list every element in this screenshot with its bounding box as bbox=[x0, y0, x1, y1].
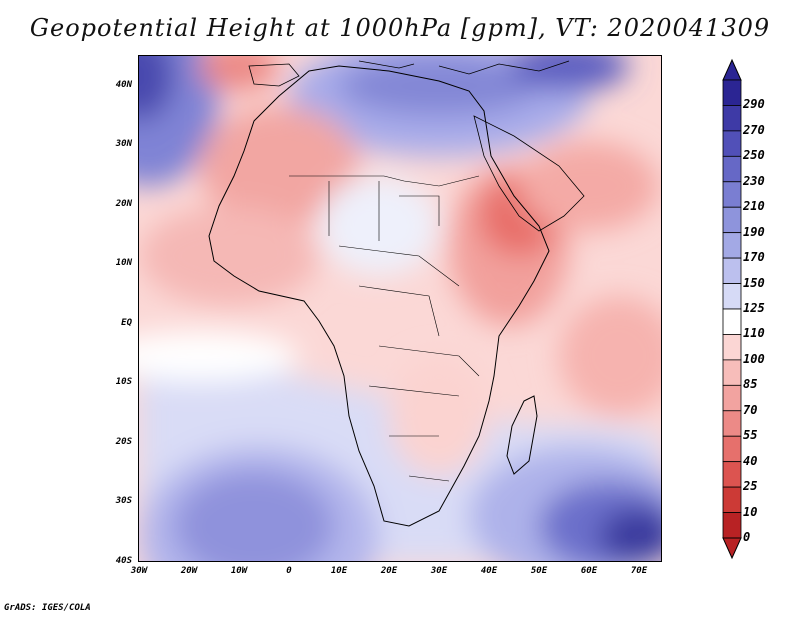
x-tick-label: 30E bbox=[430, 566, 448, 576]
x-tick-label: 50E bbox=[530, 566, 548, 576]
colorbar-swatch bbox=[722, 181, 742, 208]
colorbar-label: 125 bbox=[743, 301, 765, 315]
colorbar-label: 270 bbox=[743, 122, 765, 137]
colorbar-swatch bbox=[722, 79, 742, 106]
colorbar-label: 290 bbox=[743, 97, 765, 112]
y-tick-label: 20S bbox=[115, 437, 132, 447]
colorbar-max-triangle bbox=[722, 58, 742, 81]
y-tick-label: 30S bbox=[115, 496, 132, 506]
colorbar-swatch bbox=[722, 130, 742, 157]
colorbar-label: 150 bbox=[743, 275, 765, 290]
country-borders bbox=[289, 175, 480, 482]
colorbar-label: 100 bbox=[743, 351, 765, 366]
y-tick-label: 40S bbox=[115, 556, 132, 566]
colorbar-label: 190 bbox=[743, 224, 765, 239]
colorbar-swatch bbox=[722, 435, 742, 463]
map-plot-area bbox=[138, 55, 662, 562]
x-tick-label: 20W bbox=[180, 566, 198, 576]
colorbar-swatch bbox=[722, 384, 742, 412]
colorbar-swatch bbox=[722, 105, 742, 132]
grads-credit: GrADS: IGES/COLA bbox=[4, 603, 91, 613]
colorbar bbox=[722, 58, 742, 560]
colorbar-label: 250 bbox=[743, 148, 765, 163]
colorbar-min-triangle bbox=[722, 537, 742, 560]
colorbar-label: 40 bbox=[743, 453, 758, 468]
colorbar-swatch bbox=[722, 155, 742, 183]
colorbar-swatch bbox=[722, 232, 742, 259]
x-tick-label: 30W bbox=[130, 566, 148, 576]
colorbar-swatch bbox=[722, 359, 742, 386]
map-title: Geopotential Height at 1000hPa [gpm], VT… bbox=[29, 14, 771, 42]
x-tick-label: 70E bbox=[630, 566, 648, 576]
colorbar-swatch bbox=[722, 334, 742, 361]
colorbar-label: 210 bbox=[743, 199, 765, 214]
y-tick-label: EQ bbox=[121, 318, 132, 328]
x-tick-label: 60E bbox=[580, 566, 598, 576]
colorbar-label: 110 bbox=[743, 326, 765, 341]
x-tick-label: 0 bbox=[286, 566, 292, 576]
colorbar-swatch bbox=[722, 486, 742, 513]
x-tick-label: 40E bbox=[480, 566, 498, 576]
europe-coastline bbox=[248, 60, 570, 87]
colorbar-label: 70 bbox=[743, 402, 758, 417]
x-tick-label: 10E bbox=[330, 566, 348, 576]
colorbar-label: 55 bbox=[743, 428, 758, 443]
colorbar-swatch bbox=[722, 410, 742, 437]
colorbar-swatch bbox=[722, 257, 742, 284]
y-tick-label: 10N bbox=[115, 258, 132, 268]
colorbar-swatch bbox=[722, 206, 742, 234]
madagascar-outline bbox=[506, 395, 538, 475]
x-tick-label: 20E bbox=[380, 566, 398, 576]
y-tick-label: 20N bbox=[115, 199, 132, 209]
x-tick-label: 10W bbox=[230, 566, 248, 576]
colorbar-label: 170 bbox=[743, 250, 765, 265]
africa-coastline bbox=[208, 65, 550, 527]
colorbar-label: 230 bbox=[743, 173, 765, 188]
colorbar-label: 0 bbox=[743, 530, 751, 544]
colorbar-swatch bbox=[722, 461, 742, 488]
y-tick-label: 40N bbox=[115, 80, 132, 90]
y-tick-label: 30N bbox=[115, 139, 132, 149]
geopotential-height-map bbox=[139, 56, 661, 561]
arabia-outline bbox=[473, 115, 585, 232]
colorbar-swatch bbox=[722, 308, 742, 335]
colorbar-label: 10 bbox=[743, 504, 758, 519]
colorbar-swatch bbox=[722, 512, 742, 539]
colorbar-label: 25 bbox=[743, 479, 758, 494]
colorbar-swatch bbox=[722, 283, 742, 310]
colorbar-label: 85 bbox=[743, 377, 758, 392]
y-tick-label: 10S bbox=[115, 377, 132, 387]
